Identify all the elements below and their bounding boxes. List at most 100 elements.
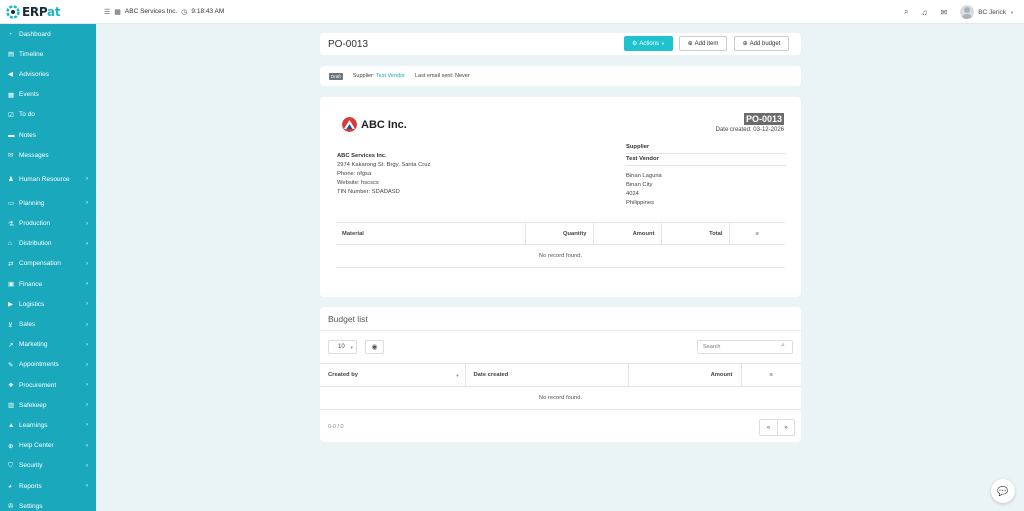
company-website: Website: hscscs xyxy=(337,180,379,186)
chevron-right-icon: › xyxy=(86,176,88,183)
supplier-link[interactable]: Test Vendor xyxy=(375,73,405,79)
prev-page-button[interactable]: « xyxy=(766,424,771,431)
handshake-icon: ⇄ xyxy=(8,260,14,268)
sidebar-item-to-do[interactable]: ☑ To do xyxy=(0,105,96,125)
sidebar-item-settings[interactable]: ✇ Settings xyxy=(0,496,96,511)
actions-label: Actions xyxy=(639,40,660,47)
company-phone: Phone: nfgsa xyxy=(337,171,372,177)
sidebar-item-security[interactable]: ⛉ Security › xyxy=(0,456,96,476)
supplier-address: Supplier Test Vendor Binan Laguna Binan … xyxy=(626,143,786,208)
money-icon: ▣ xyxy=(8,281,15,289)
add-item-label: Add item xyxy=(694,40,719,47)
chevron-right-icon: › xyxy=(86,422,88,429)
sidebar-item-finance[interactable]: ▣ Finance › xyxy=(0,274,96,294)
supplier-divider xyxy=(626,165,786,166)
calendar-icon: ▦ xyxy=(8,91,15,99)
sidebar-item-sales[interactable]: ⊻ Sales › xyxy=(0,314,96,334)
users-icon: ♟ xyxy=(8,176,14,184)
chat-button[interactable]: 💬 xyxy=(991,479,1015,503)
chart-icon: ↗ xyxy=(8,341,14,349)
column-visibility-button[interactable]: ◉ xyxy=(365,340,384,354)
sidebar-item-reports[interactable]: ◕ Reports › xyxy=(0,476,96,496)
sidebar-item-learnings[interactable]: ▲ Learnings › xyxy=(0,415,96,435)
search-icon[interactable]: ⌕ xyxy=(781,342,785,349)
page-size-select[interactable]: 10 ▼ xyxy=(328,340,357,354)
sidebar-item-notes[interactable]: ▬ Notes xyxy=(0,125,96,145)
sidebar-item-label: Procurement xyxy=(19,381,57,389)
company-address: ABC Services Inc. 2974 Kakarong St. Brgy… xyxy=(337,152,430,197)
pagination: « » xyxy=(759,419,795,436)
menu-toggle-icon[interactable]: ☰ xyxy=(104,8,111,16)
top-bar: ERPat ☰ ▦ ABC Services Inc. ◷ 9:18:43 AM… xyxy=(0,0,1024,24)
abc-logo-name: ABC Inc. xyxy=(361,118,407,131)
edit-icon: ✎ xyxy=(8,361,14,369)
col-quantity: Quantity xyxy=(524,222,593,245)
user-menu[interactable]: BC Jerick ▼ xyxy=(960,5,1014,19)
supplier-label: Supplier: xyxy=(352,73,375,79)
envelope-icon: ✉ xyxy=(8,152,14,160)
sidebar-item-appointments[interactable]: ✎ Appointments › xyxy=(0,355,96,375)
bell-icon[interactable]: ♫ xyxy=(921,7,928,17)
sidebar-item-safekeep[interactable]: ▥ Safekeep › xyxy=(0,395,96,415)
envelope-icon[interactable]: ✉ xyxy=(940,7,948,17)
plus-circle-icon: ⊕ xyxy=(8,442,14,450)
last-email-label: Last email sent: xyxy=(414,73,454,79)
sidebar-item-logistics[interactable]: ▶ Logistics › xyxy=(0,294,96,314)
sidebar-item-distribution[interactable]: ⌂ Distribution › xyxy=(0,234,96,254)
sidebar-item-dashboard[interactable]: ◔ Dashboard xyxy=(0,24,96,44)
column-menu-icon[interactable]: ≡ xyxy=(728,222,785,245)
search-icon[interactable]: ⌕ xyxy=(904,7,909,16)
chevron-right-icon: › xyxy=(86,341,88,348)
supplier-line: 4024 xyxy=(626,191,639,197)
cogs-icon: ⚙ xyxy=(631,41,638,47)
no-record: No record found. xyxy=(320,386,801,410)
supplier-line: Binan Laguna xyxy=(626,173,662,179)
company-name[interactable]: ABC Services Inc. xyxy=(124,8,178,15)
sidebar-item-advisories[interactable]: ◀ Advisories xyxy=(0,64,96,84)
cubes-icon: ❖ xyxy=(8,382,14,390)
sidebar-item-compensation[interactable]: ⇄ Compensation › xyxy=(0,254,96,274)
sidebar: ◔ Dashboard ▤ Timeline ◀ Advisories ▦ Events ☑ To… xyxy=(0,24,96,511)
search-input[interactable] xyxy=(697,340,793,354)
add-budget-button[interactable]: ⊕ Add budget xyxy=(734,36,789,51)
sidebar-item-events[interactable]: ▦ Events xyxy=(0,85,96,105)
abc-logo: ABC Inc. xyxy=(342,117,407,132)
chevron-right-icon: › xyxy=(86,240,88,247)
sidebar-item-label: Finance xyxy=(19,280,43,288)
caret-down-icon: ▼ xyxy=(349,344,354,350)
sidebar-item-label: Advisories xyxy=(19,70,49,78)
budget-list-title: Budget list xyxy=(320,307,801,331)
po-document-card: ABC Inc. PO-0013 Date created: 03-12-202… xyxy=(320,97,801,297)
col-created-by[interactable]: Created by ▼ xyxy=(320,363,465,387)
sidebar-item-production[interactable]: ⚗ Production › xyxy=(0,214,96,234)
sidebar-item-human-resource[interactable]: ♟ Human Resource › xyxy=(0,165,96,193)
actions-button[interactable]: ⚙ Actions ▼ xyxy=(624,36,673,51)
status-badge: Draft xyxy=(329,72,343,80)
timeline-icon: ▤ xyxy=(8,51,15,59)
logo-gear-icon xyxy=(6,4,20,19)
company-name: ABC Services Inc. xyxy=(337,153,387,159)
sidebar-item-procurement[interactable]: ❖ Procurement › xyxy=(0,375,96,395)
archive-icon: ▥ xyxy=(8,402,15,410)
col-date-created[interactable]: Date created xyxy=(464,363,628,387)
shield-icon: ⛉ xyxy=(8,461,13,469)
plus-circle-icon: ⊕ xyxy=(742,41,748,47)
plus-circle-icon: ⊕ xyxy=(687,41,693,47)
truck-icon: ▶ xyxy=(8,301,13,309)
sidebar-item-timeline[interactable]: ▤ Timeline xyxy=(0,44,96,64)
add-item-button[interactable]: ⊕ Add item xyxy=(679,36,727,51)
sidebar-item-help-center[interactable]: ⊕ Help Center › xyxy=(0,436,96,456)
sidebar-item-planning[interactable]: ▭ Planning › xyxy=(0,193,96,213)
erpat-logo[interactable]: ERPat xyxy=(0,0,96,24)
col-amount[interactable]: Amount xyxy=(627,363,741,387)
column-menu-icon[interactable]: ≡ xyxy=(740,363,801,387)
chevron-right-icon: › xyxy=(86,281,88,288)
sidebar-item-marketing[interactable]: ↗ Marketing › xyxy=(0,335,96,355)
caret-down-icon: ▼ xyxy=(661,41,666,46)
chevron-right-icon: › xyxy=(86,220,88,227)
next-page-button[interactable]: » xyxy=(777,420,794,435)
bullhorn-icon: ◀ xyxy=(8,71,13,79)
budget-list-card: Budget list 10 ▼ ◉ ⌕ Created by ▼ Date cr… xyxy=(320,307,801,442)
folder-icon: ▭ xyxy=(8,200,15,208)
sidebar-item-messages[interactable]: ✉ Messages xyxy=(0,145,96,165)
